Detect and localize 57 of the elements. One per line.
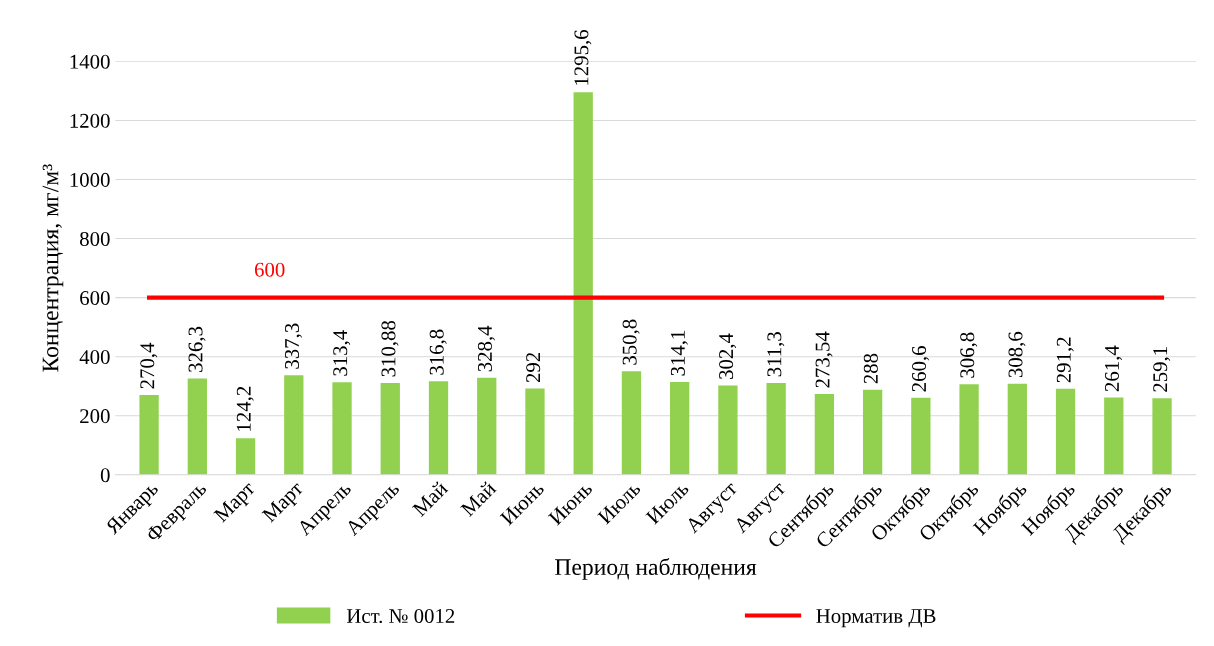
data-label: 306,8 <box>960 332 978 378</box>
y-tick-label: 1400 <box>70 54 110 69</box>
bar <box>1007 383 1027 475</box>
data-label: 259,1 <box>1153 347 1171 392</box>
annotation: 600 <box>254 262 285 277</box>
data-label: 313,4 <box>333 330 351 376</box>
bar <box>766 382 786 475</box>
data-label: 326,3 <box>188 326 206 372</box>
data-label: 302,4 <box>719 333 737 379</box>
data-label: 288 <box>863 353 878 384</box>
bar <box>187 378 207 475</box>
bar <box>284 375 304 475</box>
data-label: 337,3 <box>285 323 303 369</box>
data-label: 261,4 <box>1105 345 1122 392</box>
data-label: 292 <box>526 352 541 383</box>
bar <box>380 383 400 475</box>
legend-label: Норматив ДВ <box>816 609 936 628</box>
y-tick-label: 400 <box>79 350 110 365</box>
bar <box>477 377 497 475</box>
data-label: 1295,6 <box>574 29 592 85</box>
bar <box>332 382 352 475</box>
data-label: 273,54 <box>815 331 833 388</box>
bar <box>670 382 690 475</box>
bar <box>1152 398 1172 475</box>
y-tick-label: 1200 <box>70 113 110 128</box>
data-label: 316,8 <box>429 329 447 375</box>
bar <box>814 394 835 475</box>
bar <box>911 397 931 475</box>
data-label: 311,3 <box>767 332 785 377</box>
data-label: 308,6 <box>1008 331 1026 378</box>
data-label: 270,4 <box>140 342 158 389</box>
data-label: 328,4 <box>477 325 495 372</box>
data-label: 124,2 <box>236 386 254 431</box>
data-label: 260,6 <box>912 346 930 392</box>
y-axis-title: Концентрация, мг/м³ <box>42 164 64 372</box>
data-label: 310,88 <box>381 320 399 377</box>
x-axis-title: Период наблюдения <box>555 557 757 580</box>
data-label: 314,1 <box>670 330 688 376</box>
bar <box>235 438 256 475</box>
y-tick-label: 200 <box>80 409 110 424</box>
bar <box>525 388 545 475</box>
bar <box>1055 388 1076 475</box>
bar <box>959 384 979 475</box>
bar <box>573 92 593 475</box>
bar <box>862 389 883 475</box>
bar <box>428 381 449 475</box>
y-tick-label: 600 <box>80 291 110 306</box>
bar <box>621 371 642 475</box>
data-label: 350,8 <box>622 319 640 365</box>
y-tick-label: 800 <box>80 231 110 246</box>
y-tick-label: 0 <box>100 468 110 483</box>
data-label: 291,2 <box>1056 337 1074 383</box>
y-tick-label: 1000 <box>70 172 110 187</box>
bar <box>139 394 159 475</box>
legend-label: Ист. № 0012 <box>346 608 455 624</box>
bar <box>718 385 738 475</box>
bar <box>1104 397 1124 475</box>
